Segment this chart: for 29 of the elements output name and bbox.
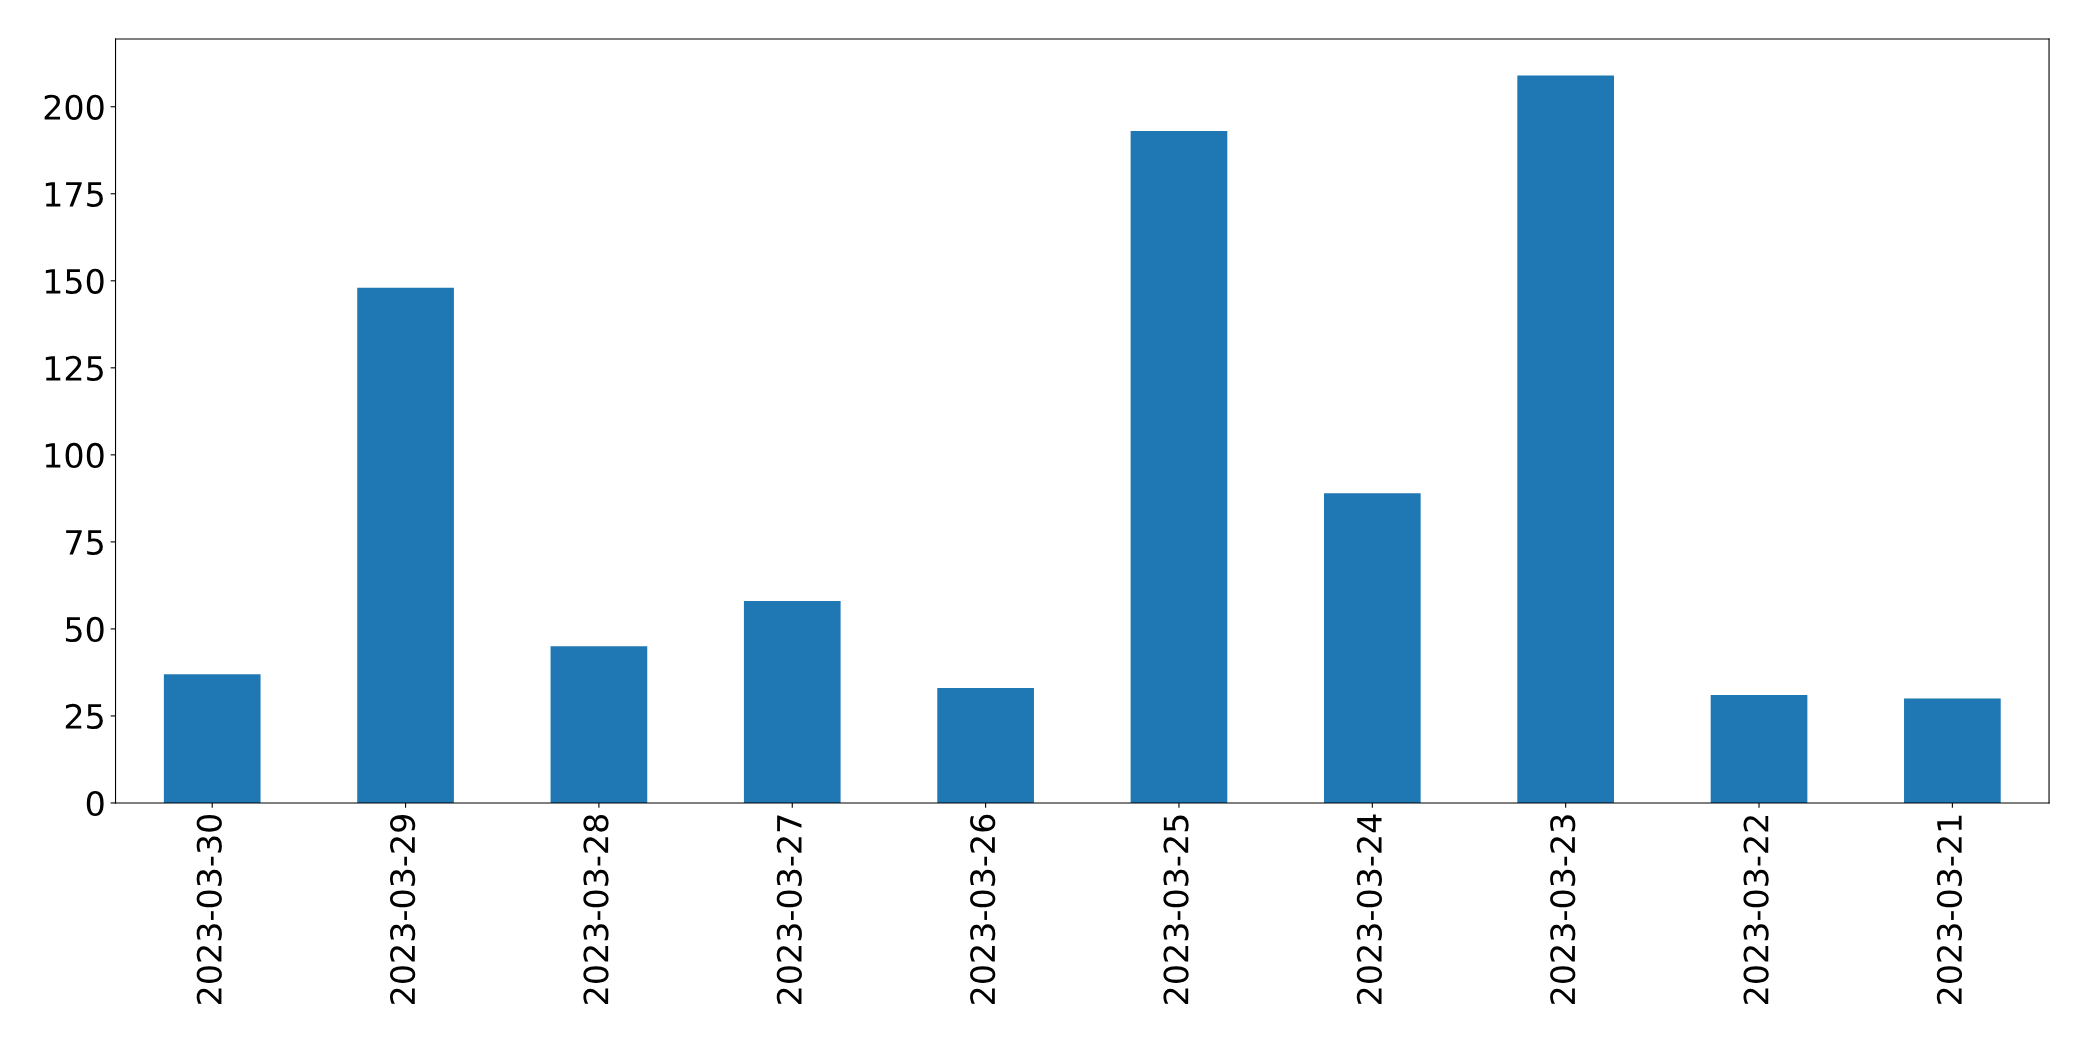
bar bbox=[550, 646, 648, 803]
y-tick-label: 200 bbox=[44, 94, 104, 120]
y-tick-label: 25 bbox=[65, 703, 103, 730]
bar bbox=[937, 688, 1034, 803]
y-tick-label: 50 bbox=[65, 616, 104, 643]
bar bbox=[1904, 698, 2001, 803]
y-tick-label: 75 bbox=[66, 530, 103, 556]
y-tick-label: 175 bbox=[45, 182, 103, 207]
x-tick-label: 2023-03-24 bbox=[1356, 814, 1382, 1004]
x-tick-label: 2023-03-26 bbox=[970, 814, 996, 1004]
y-tick-label: 150 bbox=[45, 268, 104, 294]
x-tick-label: 2023-03-23 bbox=[1550, 815, 1576, 1004]
bar bbox=[1517, 75, 1615, 803]
bar bbox=[1323, 493, 1421, 803]
x-tick-label: 2023-03-29 bbox=[390, 815, 416, 1004]
x-tick-label: 2023-03-28 bbox=[583, 814, 609, 1004]
x-tick-label: 2023-03-25 bbox=[1163, 815, 1189, 1004]
bar bbox=[163, 674, 261, 803]
bar bbox=[357, 287, 454, 803]
bar bbox=[743, 601, 841, 803]
x-tick-label: 2023-03-21 bbox=[1936, 815, 1963, 1004]
y-tick-label: 100 bbox=[45, 442, 104, 468]
y-tick-label: 0 bbox=[86, 790, 104, 817]
y-tick-label: 125 bbox=[45, 355, 103, 381]
x-tick-label: 2023-03-30 bbox=[196, 814, 222, 1004]
bar bbox=[1130, 131, 1228, 803]
bar bbox=[1710, 695, 1808, 803]
x-tick-label: 2023-03-22 bbox=[1743, 816, 1769, 1004]
x-tick-label: 2023-03-27 bbox=[776, 815, 802, 1004]
